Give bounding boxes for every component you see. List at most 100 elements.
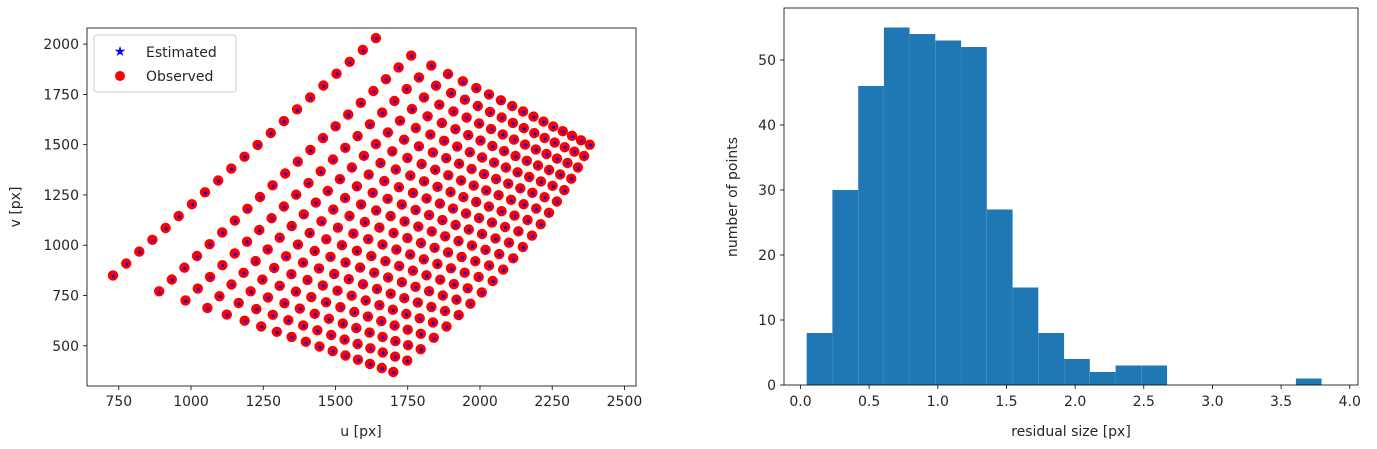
estimated-point: ★ — [289, 271, 295, 279]
estimated-point: ★ — [456, 312, 462, 320]
observed-point — [346, 290, 357, 301]
observed-point — [297, 257, 309, 268]
observed-point — [262, 292, 274, 303]
observed-point — [351, 245, 363, 256]
estimated-point: ★ — [205, 305, 211, 313]
estimated-point: ★ — [232, 218, 238, 226]
observed-point — [340, 350, 351, 361]
observed-point — [430, 80, 442, 91]
estimated-point: ★ — [245, 206, 251, 214]
estimated-point: ★ — [308, 147, 314, 155]
scatter-panel: ★ ★ ★ ★ ★ ★ ★ ★ ★ ★ ★ ★ ★ ★ ★ ★ ★ ★ ★ ★ ★ ★ ★ ★ ★ ★ ★ ★ ★ ★ ★ ★ ★ ★ ★ ★ ★ ★ ★ ★… — [8, 27, 642, 440]
estimated-point: ★ — [456, 161, 462, 169]
estimated-point: ★ — [538, 178, 544, 186]
estimated-point: ★ — [281, 118, 287, 126]
observed-point — [548, 121, 559, 132]
observed-point — [443, 170, 454, 181]
observed-point — [192, 283, 203, 294]
observed-point — [298, 320, 309, 331]
estimated-point: ★ — [486, 204, 492, 212]
scatter-y-axis-label: v [px] — [8, 187, 24, 228]
estimated-point: ★ — [355, 341, 361, 349]
observed-point — [483, 260, 495, 271]
observed-point — [279, 298, 290, 309]
observed-point — [286, 220, 297, 232]
scatter-y-tick-label: 1250 — [43, 188, 79, 204]
estimated-point: ★ — [342, 337, 348, 345]
estimated-point: ★ — [393, 167, 399, 175]
observed-point — [543, 164, 555, 176]
observed-point — [366, 250, 377, 262]
estimated-point: ★ — [410, 190, 416, 198]
estimated-point: ★ — [207, 241, 213, 249]
observed-point — [352, 338, 363, 350]
estimated-point: ★ — [337, 176, 343, 184]
observed-point — [526, 230, 538, 241]
estimated-point: ★ — [430, 319, 436, 327]
observed-point — [407, 265, 419, 276]
observed-point — [256, 321, 267, 332]
observed-point — [340, 257, 351, 268]
observed-point — [147, 234, 158, 245]
observed-point — [278, 201, 290, 212]
estimated-point: ★ — [150, 237, 156, 245]
observed-point — [488, 157, 500, 168]
observed-point — [274, 232, 285, 243]
observed-point — [317, 280, 328, 291]
observed-point — [524, 171, 535, 183]
observed-point — [406, 50, 417, 61]
histogram-bar — [832, 190, 859, 385]
observed-point — [438, 135, 450, 146]
histogram-x-axis-label: residual size [px] — [1011, 424, 1131, 440]
estimated-point: ★ — [370, 190, 376, 198]
observed-point — [555, 169, 566, 180]
observed-point — [239, 315, 250, 326]
estimated-point: ★ — [450, 206, 456, 214]
observed-point — [429, 242, 440, 253]
estimated-point: ★ — [465, 285, 471, 293]
estimated-point: ★ — [575, 164, 581, 172]
estimated-point: ★ — [358, 100, 364, 108]
observed-point — [584, 139, 595, 150]
estimated-point: ★ — [372, 270, 378, 278]
estimated-point: ★ — [479, 155, 485, 163]
observed-point — [394, 260, 405, 272]
histogram-bar — [1038, 333, 1065, 385]
observed-point — [257, 274, 268, 285]
estimated-point: ★ — [315, 327, 321, 335]
observed-point — [283, 315, 294, 326]
observed-point — [480, 244, 491, 255]
estimated-point: ★ — [513, 153, 519, 161]
observed-point — [226, 163, 237, 174]
estimated-point: ★ — [394, 247, 400, 255]
estimated-point: ★ — [408, 252, 414, 260]
observed-point — [352, 354, 364, 365]
estimated-point: ★ — [363, 298, 369, 306]
observed-point — [254, 191, 266, 203]
observed-point — [432, 181, 443, 192]
estimated-point: ★ — [454, 297, 460, 305]
estimated-point: ★ — [378, 160, 384, 168]
estimated-point: ★ — [277, 235, 283, 243]
observed-point — [521, 155, 532, 166]
observed-point — [374, 300, 385, 311]
estimated-point: ★ — [565, 160, 571, 168]
estimated-point: ★ — [435, 184, 441, 192]
observed-point — [359, 216, 370, 228]
estimated-point: ★ — [346, 112, 352, 120]
observed-point — [306, 291, 317, 303]
estimated-point: ★ — [413, 207, 419, 215]
estimated-point: ★ — [496, 192, 502, 200]
observed-point — [515, 183, 526, 194]
observed-point — [513, 226, 524, 237]
estimated-point: ★ — [444, 155, 450, 163]
observed-point — [437, 214, 448, 226]
observed-point — [439, 305, 451, 317]
estimated-point: ★ — [343, 353, 349, 361]
estimated-point: ★ — [418, 240, 424, 248]
estimated-point: ★ — [431, 335, 437, 343]
observed-point — [445, 87, 457, 99]
observed-point — [416, 158, 427, 170]
observed-point — [238, 267, 249, 278]
